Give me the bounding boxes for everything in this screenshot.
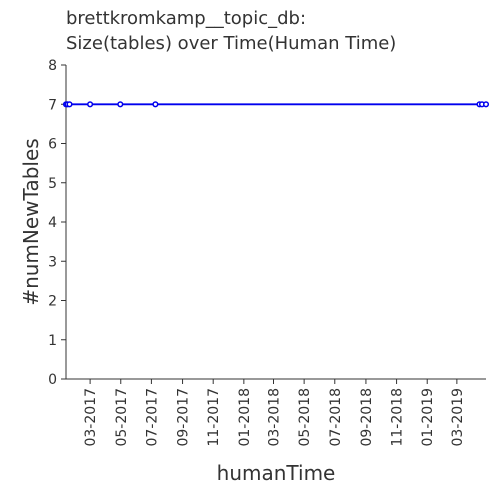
data-point [152,101,159,108]
data-point [482,101,490,108]
y-tick-label: 6 [48,137,57,153]
y-tick-label: 8 [48,58,57,74]
data-point [87,101,94,108]
x-tick-label: 11-2018 [390,388,406,447]
y-axis-label: #numNewTables [19,138,43,305]
x-axis-label: humanTime [217,461,336,485]
x-tick-label: 03-2017 [83,388,99,447]
x-tick-label: 03-2019 [450,388,466,447]
x-tick-label: 07-2018 [328,388,344,447]
x-tick-label: 11-2017 [206,388,222,447]
x-tick-label: 09-2017 [176,388,192,447]
y-tick-label: 3 [48,254,57,270]
x-tick-label: 01-2018 [237,388,253,447]
chart-title-line-2: Size(tables) over Time(Human Time) [66,33,397,54]
data-point [66,101,73,108]
data-point [117,101,124,108]
x-tick-label: 03-2018 [266,388,282,447]
x-tick-label: 07-2017 [144,388,160,447]
y-tick-label: 5 [48,176,57,192]
y-tick-label: 7 [48,97,57,113]
y-tick-label: 2 [48,294,57,310]
x-tick-label: 05-2018 [297,388,313,447]
x-tick-label: 01-2019 [420,388,436,447]
y-tick-label: 1 [48,333,57,349]
y-tick-label: 4 [48,215,57,231]
chart-title-line-1: brettkromkamp__topic_db: [66,8,307,29]
y-tick-label: 0 [48,372,57,388]
x-tick-label: 09-2018 [359,388,375,447]
x-tick-label: 05-2017 [114,388,130,447]
